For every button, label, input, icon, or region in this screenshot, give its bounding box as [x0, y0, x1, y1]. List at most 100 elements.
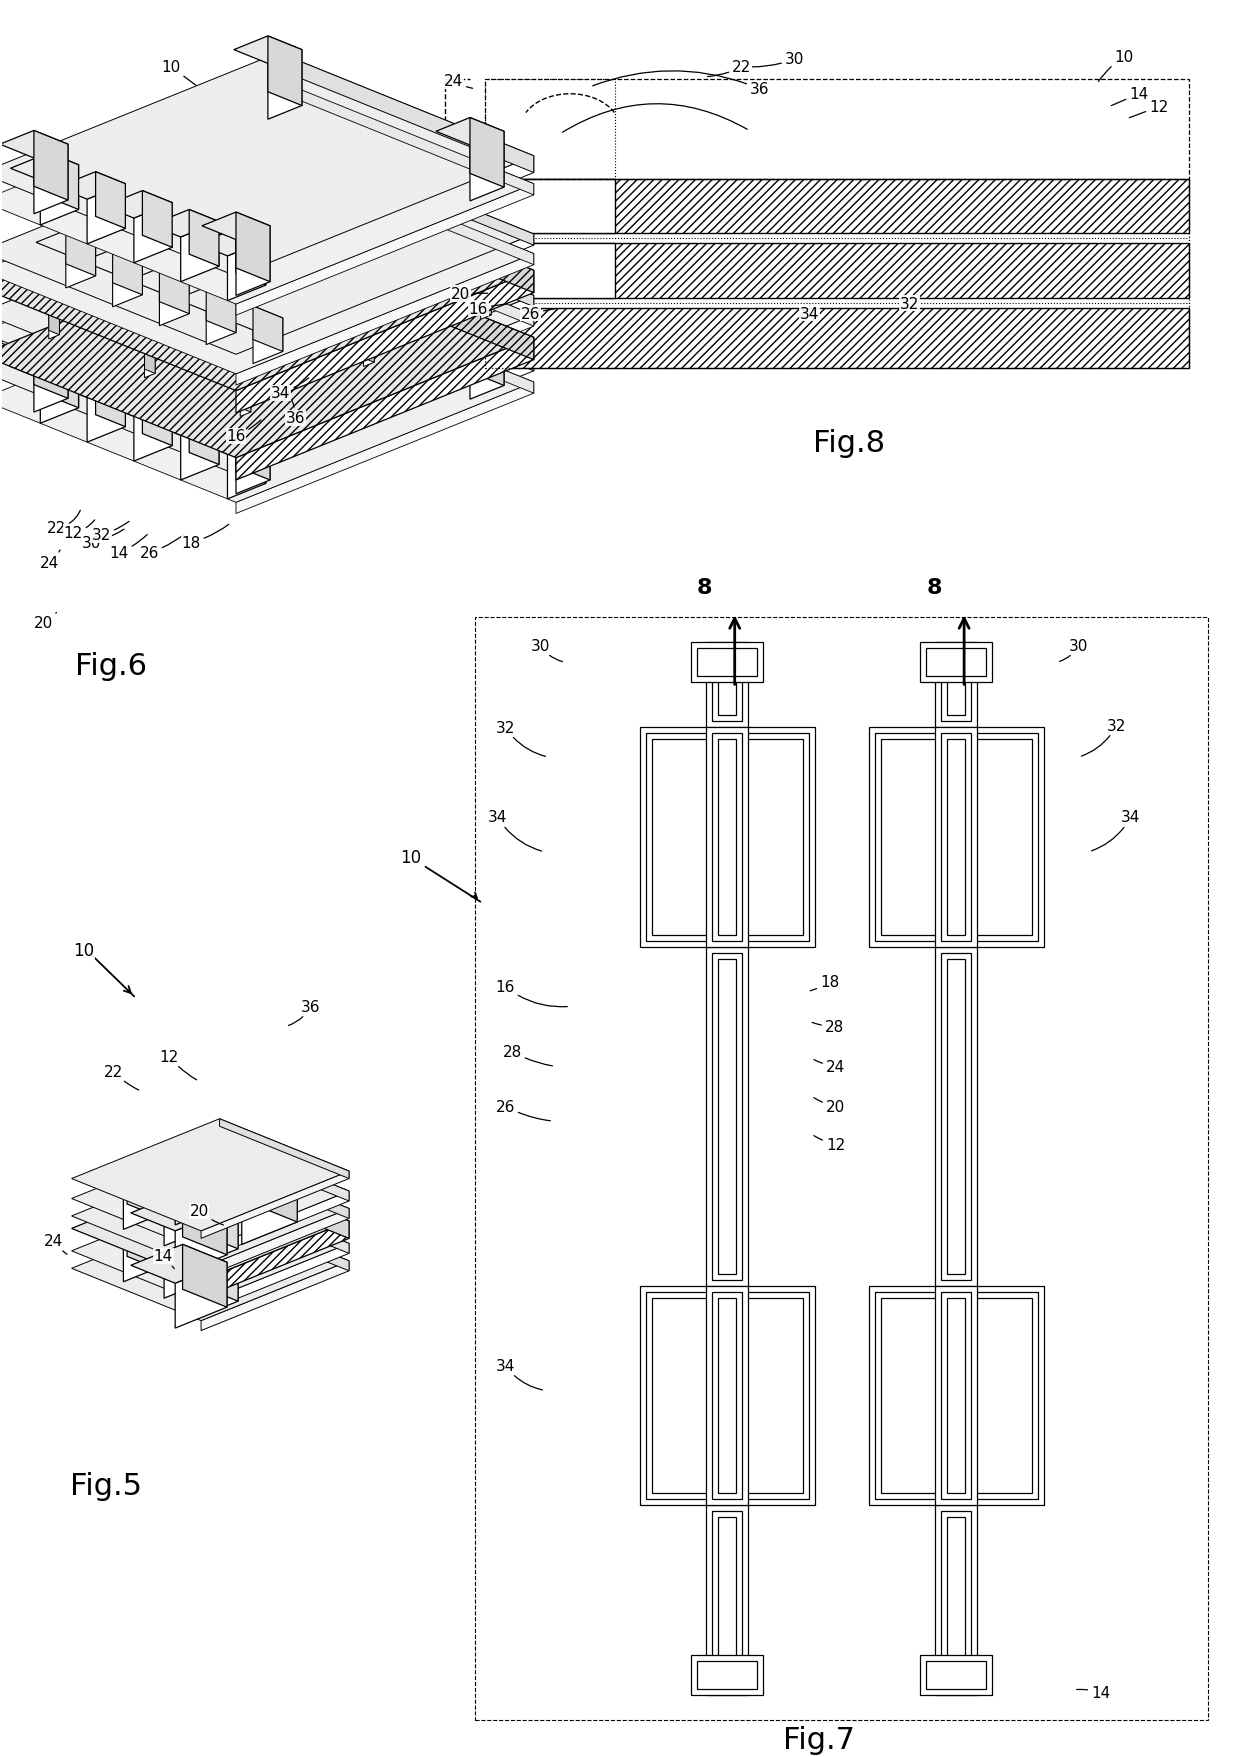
- Polygon shape: [134, 1186, 197, 1211]
- Polygon shape: [436, 118, 503, 146]
- Polygon shape: [66, 232, 95, 276]
- Text: 28: 28: [812, 1019, 844, 1035]
- Polygon shape: [66, 304, 95, 350]
- Polygon shape: [384, 211, 396, 278]
- Polygon shape: [33, 146, 68, 214]
- Polygon shape: [205, 1267, 238, 1314]
- Polygon shape: [0, 169, 533, 392]
- Bar: [718, 655, 735, 715]
- Bar: [712, 952, 742, 1281]
- Polygon shape: [219, 1156, 348, 1219]
- Polygon shape: [236, 228, 265, 286]
- Polygon shape: [206, 288, 236, 334]
- Polygon shape: [151, 211, 219, 237]
- Text: 32: 32: [496, 720, 546, 757]
- Text: 10: 10: [1099, 51, 1133, 83]
- Polygon shape: [236, 184, 533, 316]
- Text: 34: 34: [272, 378, 309, 401]
- Polygon shape: [289, 177, 300, 242]
- Polygon shape: [40, 165, 78, 227]
- Polygon shape: [253, 380, 283, 425]
- Text: 24: 24: [40, 550, 60, 571]
- Polygon shape: [219, 1139, 348, 1202]
- Polygon shape: [66, 293, 95, 337]
- Bar: [941, 952, 971, 1281]
- Polygon shape: [236, 383, 533, 515]
- Bar: [947, 1518, 965, 1683]
- Polygon shape: [164, 1251, 197, 1298]
- Text: 24: 24: [43, 1233, 67, 1254]
- Bar: [935, 1506, 977, 1696]
- Bar: [718, 959, 735, 1274]
- Polygon shape: [0, 330, 68, 357]
- Polygon shape: [143, 192, 172, 248]
- Polygon shape: [72, 1191, 348, 1304]
- Bar: [941, 1511, 971, 1688]
- Polygon shape: [227, 439, 265, 499]
- Bar: [935, 643, 977, 727]
- Polygon shape: [143, 390, 172, 446]
- Bar: [485, 79, 615, 179]
- Polygon shape: [160, 269, 190, 315]
- Polygon shape: [268, 235, 301, 304]
- Polygon shape: [436, 316, 503, 344]
- Bar: [941, 1291, 971, 1499]
- Polygon shape: [253, 307, 283, 353]
- Polygon shape: [223, 369, 283, 392]
- Polygon shape: [87, 184, 125, 244]
- Text: 12: 12: [160, 1049, 197, 1081]
- Text: 24: 24: [444, 74, 472, 90]
- Text: 30: 30: [531, 638, 563, 662]
- Bar: [712, 648, 742, 722]
- Bar: [652, 740, 802, 935]
- Bar: [697, 648, 756, 676]
- Polygon shape: [279, 251, 533, 372]
- Polygon shape: [130, 330, 190, 355]
- Text: 12: 12: [813, 1137, 846, 1153]
- Polygon shape: [206, 350, 236, 395]
- Text: 24: 24: [813, 1059, 846, 1074]
- Polygon shape: [145, 309, 155, 374]
- Text: 14: 14: [109, 536, 148, 560]
- Polygon shape: [190, 409, 219, 466]
- Bar: [926, 1660, 986, 1688]
- Polygon shape: [172, 225, 182, 290]
- Polygon shape: [134, 1239, 197, 1263]
- Polygon shape: [279, 172, 300, 181]
- Polygon shape: [172, 220, 182, 286]
- Bar: [869, 1286, 1044, 1506]
- Polygon shape: [481, 249, 491, 316]
- Polygon shape: [201, 1209, 348, 1279]
- Polygon shape: [72, 1156, 348, 1269]
- Polygon shape: [279, 54, 533, 174]
- Polygon shape: [190, 1156, 298, 1200]
- Text: 10: 10: [401, 849, 422, 866]
- Polygon shape: [384, 216, 396, 281]
- Text: 32: 32: [899, 297, 919, 311]
- Bar: [882, 740, 1032, 935]
- Polygon shape: [167, 1186, 197, 1233]
- Text: Fig.5: Fig.5: [71, 1471, 143, 1500]
- Polygon shape: [134, 204, 172, 264]
- Bar: [926, 648, 986, 676]
- Polygon shape: [374, 211, 396, 220]
- Text: 26: 26: [496, 1100, 551, 1121]
- Polygon shape: [279, 132, 533, 246]
- Polygon shape: [268, 37, 301, 107]
- Text: 30: 30: [82, 531, 124, 550]
- Polygon shape: [0, 54, 533, 278]
- Polygon shape: [236, 156, 533, 293]
- Polygon shape: [164, 1198, 197, 1246]
- Polygon shape: [268, 264, 279, 329]
- Polygon shape: [208, 1254, 238, 1302]
- Bar: [485, 179, 1189, 234]
- Bar: [706, 947, 748, 1286]
- Bar: [947, 655, 965, 715]
- Bar: [646, 734, 808, 942]
- Text: 14: 14: [131, 156, 219, 218]
- Bar: [485, 244, 615, 299]
- Text: 28: 28: [502, 1044, 552, 1066]
- Polygon shape: [229, 348, 250, 355]
- Polygon shape: [161, 220, 182, 228]
- Polygon shape: [175, 1254, 238, 1281]
